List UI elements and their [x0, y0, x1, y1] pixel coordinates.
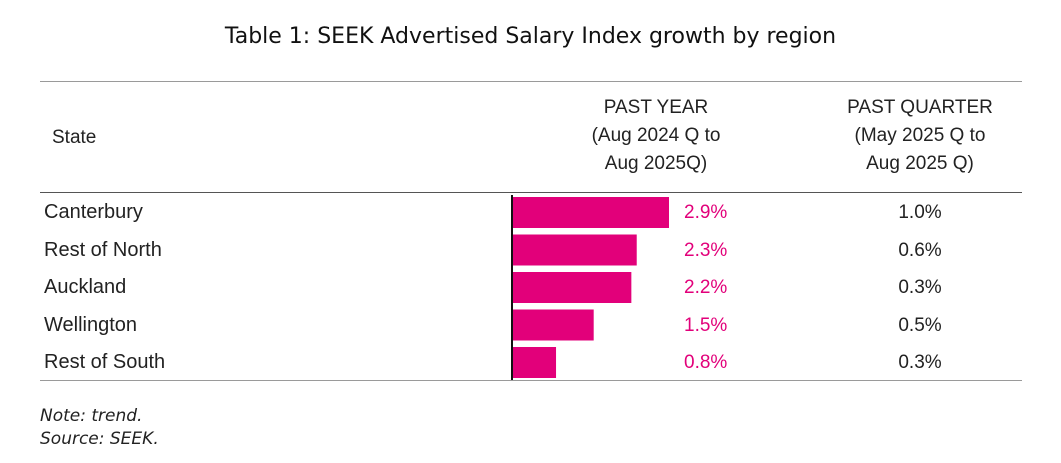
past-quarter-value: 1.0% — [898, 202, 942, 223]
past-year-value: 1.5% — [684, 314, 728, 336]
row-state-label: Rest of South — [44, 351, 166, 373]
header-past-quarter-line3: Aug 2025 Q) — [866, 153, 974, 174]
past-year-value: 0.8% — [684, 352, 728, 373]
row-state-label: Wellington — [44, 313, 138, 336]
header-rule — [40, 192, 1022, 193]
bar-past-year — [513, 197, 669, 228]
bar-past-year — [513, 309, 594, 341]
source-text: Source: SEEK. — [40, 429, 159, 449]
bar-past-year — [513, 234, 637, 266]
row-state-label: Auckland — [44, 276, 127, 298]
past-year-value: 2.9% — [684, 202, 728, 223]
past-quarter-value: 0.5% — [898, 314, 942, 336]
past-quarter-value: 0.3% — [898, 277, 942, 298]
header-past-year-line2: (Aug 2024 Q to — [591, 125, 721, 146]
header-past-quarter-line2: (May 2025 Q to — [854, 125, 986, 146]
past-quarter-value: 0.3% — [898, 352, 942, 373]
table-title: Table 1: SEEK Advertised Salary Index gr… — [224, 24, 837, 49]
past-year-value: 2.3% — [684, 239, 728, 261]
header-past-quarter-line1: PAST QUARTER — [847, 97, 993, 118]
header-past-year: PAST YEAR (Aug 2024 Q to Aug 2025Q) — [546, 94, 766, 178]
header-state: State — [52, 127, 97, 148]
bar-past-year — [513, 272, 632, 303]
top-rule — [40, 81, 1022, 82]
header-past-year-line1: PAST YEAR — [603, 97, 709, 118]
note-text: Note: trend. — [40, 406, 143, 426]
row-state-label: Rest of North — [44, 238, 162, 261]
header-past-quarter: PAST QUARTER (May 2025 Q to Aug 2025 Q) — [810, 94, 1030, 178]
row-state-label: Canterbury — [44, 201, 143, 223]
bottom-rule — [40, 380, 1022, 381]
past-quarter-value: 0.6% — [898, 239, 942, 261]
header-past-year-line3: Aug 2025Q) — [604, 153, 708, 174]
past-year-value: 2.2% — [684, 277, 728, 298]
bar-past-year — [513, 347, 557, 378]
